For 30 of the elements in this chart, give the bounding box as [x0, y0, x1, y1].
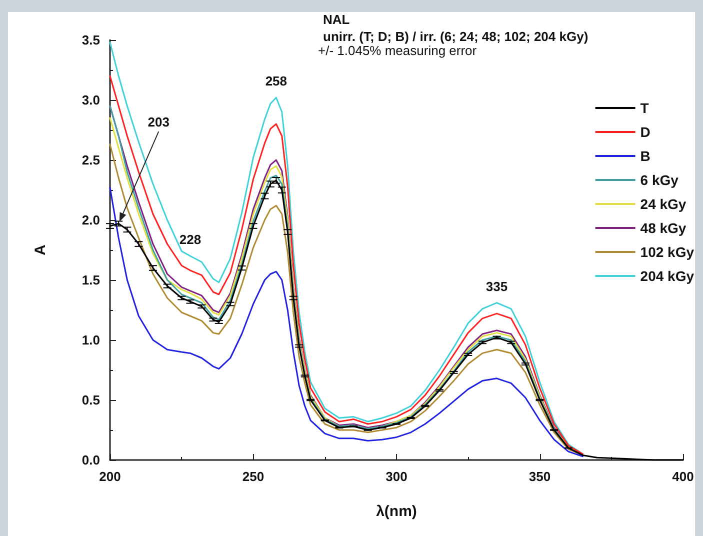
y-tick-label: 1.5 [82, 272, 100, 288]
y-tick-label: 0.5 [82, 392, 100, 408]
y-axis-title: A [32, 244, 49, 256]
legend-label: 6 kGy [640, 172, 679, 188]
annotation: 228 [179, 232, 202, 247]
legend-label: B [640, 148, 650, 164]
chart-title: NAL [323, 12, 350, 27]
legend-label: T [640, 100, 650, 116]
legend-label: D [640, 124, 650, 140]
legend-label: 204 kGy [640, 268, 694, 284]
y-tick-label: 3.5 [82, 32, 100, 48]
y-tick-label: 3.0 [82, 92, 100, 108]
legend-label: 24 kGy [640, 196, 686, 212]
annotation: 258 [265, 74, 288, 89]
x-axis-title: λ(nm) [376, 503, 417, 520]
y-tick-label: 0.0 [82, 452, 100, 468]
x-tick-label: 200 [99, 469, 121, 484]
legend-label: 102 kGy [640, 244, 694, 260]
x-tick-label: 300 [386, 469, 408, 484]
annotation: 335 [486, 278, 508, 294]
x-tick-label: 350 [528, 469, 551, 484]
legend-label: 48 kGy [640, 220, 686, 236]
annotation: 203 [148, 114, 170, 130]
x-tick-label: 250 [242, 469, 264, 484]
chart-subtitle: unirr. (T; D; B) / irr. (6; 24; 48; 102; 204 kGy) [323, 29, 588, 44]
y-tick-label: 1.0 [82, 332, 100, 348]
x-tick-label: 400 [672, 469, 694, 484]
y-tick-label: 2.0 [82, 212, 100, 228]
y-tick-label: 2.5 [82, 152, 100, 168]
annotation: +/- 1.045% measuring error [318, 43, 478, 58]
